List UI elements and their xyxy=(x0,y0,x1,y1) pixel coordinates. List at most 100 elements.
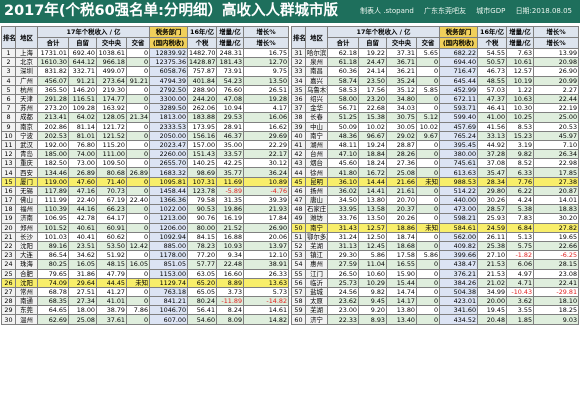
provincial-cell: 0 xyxy=(415,296,441,307)
rank-cell: 46 xyxy=(291,185,306,197)
central-cell: 25.08 xyxy=(386,167,417,178)
provincial-cell: 0 xyxy=(415,167,441,178)
rank-cell: 15 xyxy=(1,176,16,187)
tax16-cell: 54.55 xyxy=(477,47,508,59)
tax16-cell: 21.53 xyxy=(477,268,508,279)
header-growth-2: 增长% xyxy=(533,37,580,49)
own-cell: 91.21 xyxy=(68,75,97,86)
table-row: 57 盐城 24.56 9.82 14.74 0 504.38 34.99 -10.43 -29.… xyxy=(291,286,580,298)
tax16-cell: 25.38 xyxy=(477,240,508,252)
change-cell: 73.91 xyxy=(216,66,245,77)
total-cell: 273.20 xyxy=(37,103,69,114)
city-cell: 金华 xyxy=(305,103,328,114)
growth-cell: 18.83 xyxy=(533,204,580,215)
dept-cell: 1458.44 xyxy=(149,185,189,197)
dept-cell: 716.47 xyxy=(439,66,479,77)
growth-cell: 10.89 xyxy=(243,176,290,187)
total-cell: 79.65 xyxy=(37,268,69,279)
growth-cell: 26.51 xyxy=(243,84,290,95)
central-cell: 48.15 xyxy=(96,259,127,270)
total-cell: 182.50 xyxy=(37,158,69,169)
table-row: 58 太原 23.62 9.45 14.17 0 423.01 20.00 3.62 18.10 xyxy=(291,296,580,307)
tax16-cell: 35.47 xyxy=(477,167,508,178)
dept-cell: 851.05 xyxy=(149,259,189,270)
change-cell: 12.57 xyxy=(506,66,535,77)
total-cell: 60.36 xyxy=(327,66,359,77)
provincial-cell: 0 xyxy=(125,103,151,114)
tax16-cell: 41.56 xyxy=(477,121,508,132)
own-cell: 109.28 xyxy=(68,103,97,114)
rank-cell: 47 xyxy=(291,194,306,206)
growth-cell: 27.82 xyxy=(533,222,580,233)
table-row: 15 厦门 119.00 47.60 71.40 0 1095.81 107.31 11.69 1… xyxy=(1,176,290,187)
dept-cell: 1178.00 xyxy=(149,250,189,261)
growth-cell: 27.38 xyxy=(533,176,580,187)
dept-cell: 1092.94 xyxy=(149,231,189,242)
dept-cell: 599.40 xyxy=(439,112,479,123)
table-row: 17 佛山 111.99 22.40 67.19 22.40 1366.36 79.58 31.… xyxy=(1,194,290,206)
dept-cell: 841.21 xyxy=(149,296,189,307)
table-row: 39 中山 50.09 10.02 30.05 10.02 457.69 41.56 8.53 2… xyxy=(291,121,580,132)
tax16-cell: 33.13 xyxy=(477,130,508,141)
tax16-cell: 77.20 xyxy=(187,250,218,261)
change-cell: 4.24 xyxy=(506,194,535,206)
central-cell: 13.80 xyxy=(386,305,417,316)
tax16-cell: 21.53 xyxy=(477,259,508,270)
provincial-cell: 26.89 xyxy=(125,167,151,178)
city-cell: 无锡 xyxy=(15,185,38,197)
rank-cell: 42 xyxy=(291,149,306,160)
table-row: 4 广州 456.07 91.21 273.64 91.21 4794.39 401.84 54… xyxy=(1,75,290,86)
header-ge-shui: 个税 xyxy=(477,37,508,49)
dept-cell: 423.01 xyxy=(439,296,479,307)
tax16-cell: 37.08 xyxy=(477,158,508,169)
provincial-cell: 10.02 xyxy=(415,121,441,132)
total-cell: 80.25 xyxy=(37,259,69,270)
change-cell: 5.75 xyxy=(506,240,535,252)
tax16-cell: 1428.87 xyxy=(187,57,218,68)
change-cell: 22.48 xyxy=(216,259,245,270)
table-row: 23 大连 86.54 34.62 51.92 0 1178.00 77.20 9.34 12.1… xyxy=(1,250,290,261)
city-cell: 福州 xyxy=(15,204,38,215)
own-cell: 44.16 xyxy=(68,204,97,215)
own-cell: 8.93 xyxy=(358,314,387,325)
dept-cell: 607.00 xyxy=(149,314,189,325)
total-cell: 56.71 xyxy=(327,103,359,114)
header-tax-group: 17年个税收入 / 亿 xyxy=(36,26,151,38)
rank-cell: 59 xyxy=(291,305,306,316)
growth-cell: 22.17 xyxy=(243,149,290,160)
total-cell: 50.09 xyxy=(327,121,359,132)
growth-cell: 16.62 xyxy=(243,121,290,132)
header-total: 合计 xyxy=(37,37,69,49)
total-cell: 34.50 xyxy=(327,194,359,206)
total-cell: 58.74 xyxy=(327,75,359,86)
change-cell: 3.55 xyxy=(506,305,535,316)
central-cell: 35.24 xyxy=(386,75,417,86)
central-cell: 35.12 xyxy=(386,84,417,95)
table-row: 54 惠州 27.59 11.04 16.55 0 438.47 21.53 6.06 28.15 xyxy=(291,259,580,270)
header-dept-sub: (国内税收) xyxy=(439,37,479,49)
own-cell: 64.02 xyxy=(68,112,97,123)
rank-cell: 52 xyxy=(291,240,306,252)
growth-cell: 5.73 xyxy=(243,286,290,298)
total-cell: 58.00 xyxy=(327,93,359,105)
growth-cell: -29.81 xyxy=(533,286,580,298)
own-cell: 5.86 xyxy=(358,250,387,261)
change-cell: 181.43 xyxy=(216,57,245,68)
table-row: 26 沈阳 74.09 29.64 44.45 未知 1129.74 65.20 8.89 13.… xyxy=(1,277,290,288)
rank-cell: 33 xyxy=(291,66,306,77)
total-cell: 24.56 xyxy=(327,286,359,298)
tax16-cell: 151.43 xyxy=(187,149,218,160)
rank-cell: 53 xyxy=(291,250,306,261)
rank-cell: 44 xyxy=(291,167,306,178)
change-cell: 3.19 xyxy=(506,139,535,151)
growth-cell: 14.82 xyxy=(243,314,290,325)
header-tax16-group: 16年/亿 xyxy=(477,26,508,38)
total-cell: 62.69 xyxy=(37,314,69,325)
rank-cell: 60 xyxy=(291,314,306,325)
header-rank: 排名 xyxy=(1,26,16,49)
own-cell: 11.04 xyxy=(358,259,387,270)
table-row: 5 杭州 365.50 146.20 219.30 0 2792.50 288.90 76.60… xyxy=(1,84,290,95)
city-cell: 南通 xyxy=(15,296,38,307)
rank-cell: 28 xyxy=(1,296,16,307)
central-cell: 109.50 xyxy=(96,158,127,169)
